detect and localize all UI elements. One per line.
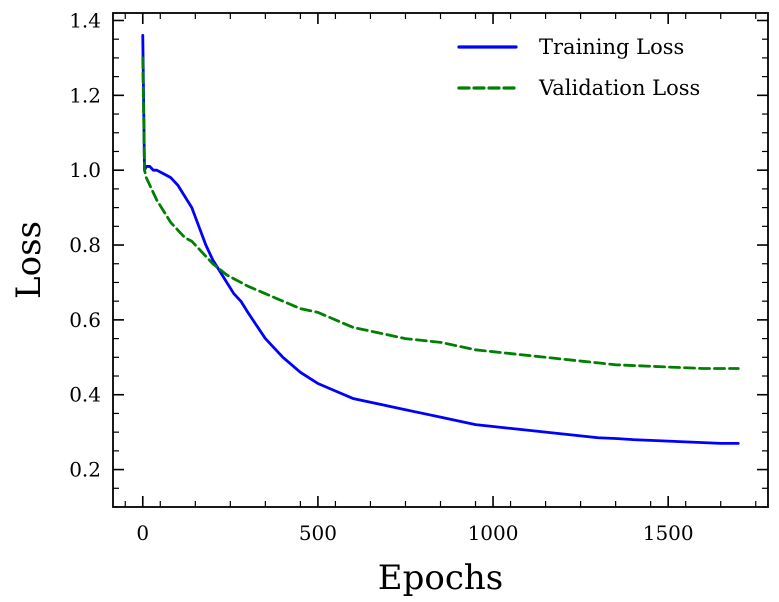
y-tick-label: 0.8 bbox=[69, 233, 101, 257]
y-tick-label: 1.4 bbox=[69, 8, 101, 32]
x-tick-label: 0 bbox=[136, 521, 149, 545]
legend-label-training-loss: Training Loss bbox=[539, 35, 684, 59]
x-tick-label: 1000 bbox=[468, 521, 519, 545]
y-tick-label: 0.4 bbox=[69, 383, 101, 407]
tick-layer: 0 500 1000 1500 0.2 0.4 0.6 0.8 1.0 1.2 1.4 bbox=[69, 8, 768, 545]
legend-label-validation-loss: Validation Loss bbox=[538, 76, 700, 100]
x-tick-label: 1500 bbox=[643, 521, 694, 545]
y-tick-label: 1.2 bbox=[69, 83, 101, 107]
y-tick-label: 1.0 bbox=[69, 158, 101, 182]
series-layer bbox=[141, 34, 740, 445]
x-tick-label: 500 bbox=[299, 521, 337, 545]
y-axis-title: Loss bbox=[9, 221, 49, 299]
x-axis-title: Epochs bbox=[378, 558, 503, 598]
series-line-training-loss bbox=[141, 34, 740, 445]
series-line-validation-loss bbox=[141, 56, 740, 370]
y-tick-label: 0.6 bbox=[69, 308, 101, 332]
plot-area bbox=[113, 13, 768, 507]
y-tick-label: 0.2 bbox=[69, 458, 101, 482]
plot-background bbox=[113, 13, 768, 507]
legend: Training Loss Validation Loss bbox=[457, 35, 700, 100]
